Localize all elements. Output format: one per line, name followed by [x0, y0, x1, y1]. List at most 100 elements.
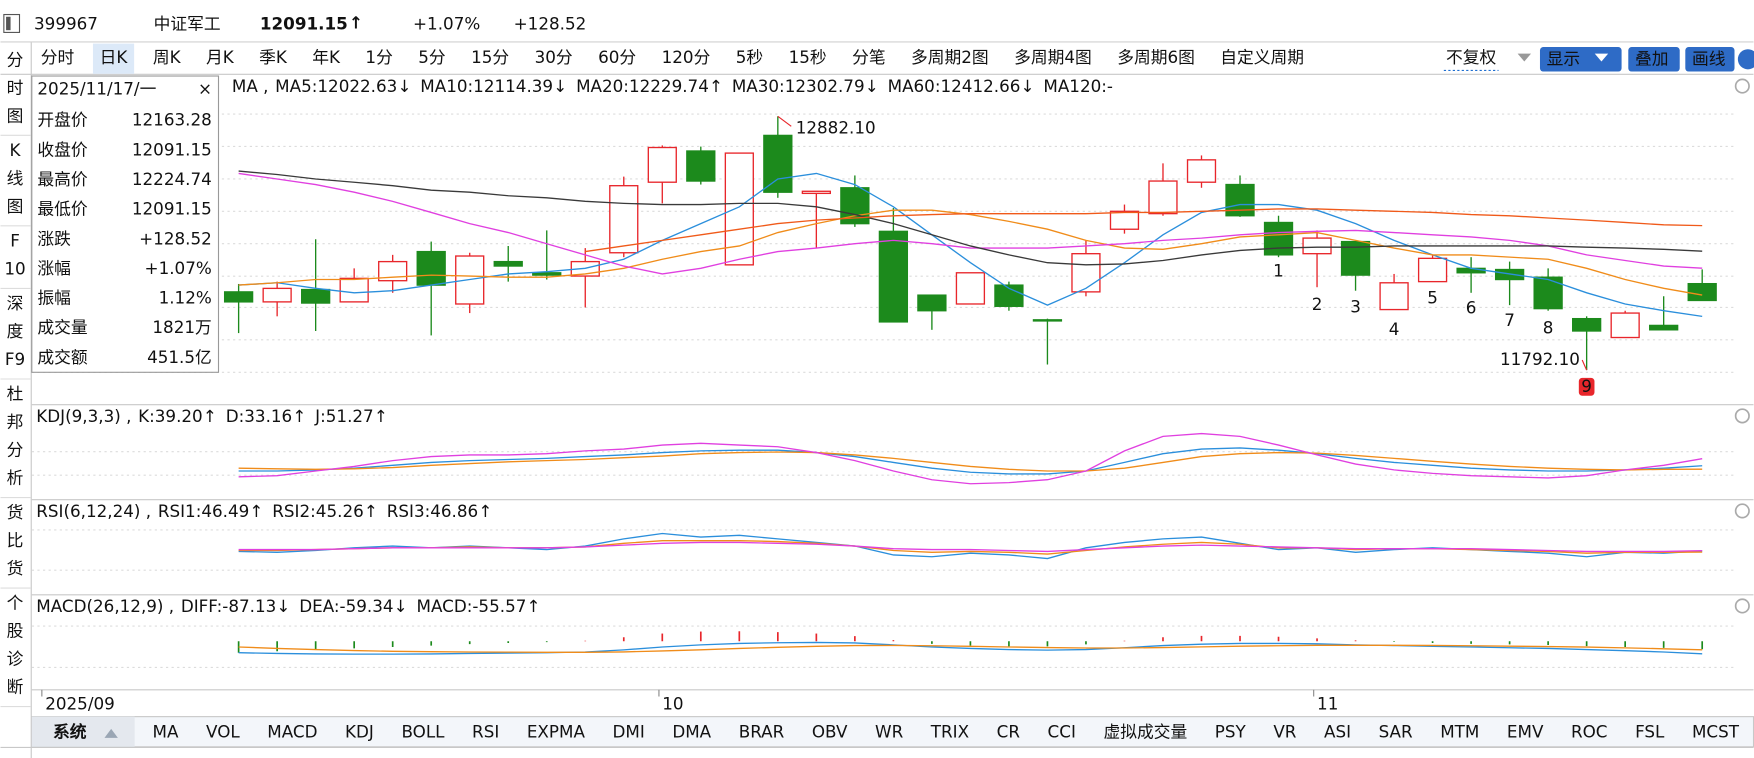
indicator-tab[interactable]: FSL — [1635, 721, 1665, 741]
legend-entry: MA10:12114.39↓ — [420, 76, 567, 96]
wave-label: 5 — [1427, 288, 1438, 308]
sidebar-text: 分 — [7, 440, 24, 460]
indicator-tab[interactable]: RSI — [472, 721, 499, 741]
indicator-tab[interactable]: SAR — [1379, 721, 1413, 741]
price-arrow: ↑ — [349, 12, 363, 32]
indicator-tab[interactable]: DMI — [612, 721, 644, 741]
candle-body — [301, 288, 331, 304]
period-tab[interactable]: 日K — [100, 47, 129, 67]
gear[interactable] — [1734, 598, 1750, 614]
candle-body — [801, 190, 831, 195]
sidebar-text: 诊 — [7, 649, 24, 669]
indicator-tab[interactable]: KDJ — [345, 721, 374, 741]
sidebar-text: 断 — [7, 677, 24, 697]
candle-body — [1417, 257, 1448, 283]
period-tab[interactable]: 15秒 — [789, 47, 827, 67]
indicator-tab[interactable]: BOLL — [401, 721, 445, 741]
gear[interactable] — [1734, 408, 1750, 424]
period-tab[interactable]: 自定义周期 — [1220, 47, 1304, 67]
menu-icon[interactable] — [3, 13, 21, 33]
candle-body — [647, 146, 677, 183]
indicator-tab[interactable]: MTM — [1440, 721, 1479, 741]
indicator-line — [238, 447, 1703, 475]
sidebar-text: 货 — [7, 502, 24, 522]
period-tab[interactable]: 多周期4图 — [1014, 47, 1092, 67]
indicator-tab[interactable]: 虚拟成交量 — [1103, 721, 1187, 741]
sidebar-item[interactable]: 货比货 — [7, 502, 24, 578]
toolbar-button-label: 画线 — [1692, 48, 1726, 68]
indicator-tab[interactable]: BRAR — [739, 721, 785, 741]
candle-body — [1263, 221, 1294, 256]
sidebar-item[interactable]: F 10 — [4, 230, 25, 278]
stock-name: 中证军工 — [154, 14, 221, 34]
period-tab[interactable]: 季K — [259, 47, 288, 67]
toolbar-button-label: 显示 — [1547, 48, 1581, 68]
wave-label: 7 — [1504, 310, 1515, 330]
period-tab[interactable]: 分笔 — [852, 47, 886, 67]
adjust-dropdown[interactable]: 不复权 — [1446, 47, 1497, 67]
toolbar-button[interactable] — [1539, 46, 1622, 72]
info-label: 成交额 — [37, 347, 88, 367]
candle-body — [339, 277, 369, 303]
wave-badge — [1578, 377, 1595, 396]
indicator-tab[interactable]: CR — [997, 721, 1021, 741]
indicator-tab[interactable]: OBV — [812, 721, 848, 741]
period-tab[interactable]: 周K — [153, 47, 182, 67]
indicator-tab[interactable]: MA — [153, 721, 179, 741]
candle-body — [262, 287, 292, 303]
extreme-leader — [1581, 359, 1588, 371]
legend-entry: K:39.20↑ — [138, 406, 217, 426]
period-tab[interactable]: 5分 — [418, 47, 446, 67]
toolbar-button[interactable] — [1628, 46, 1680, 72]
toolbar-button-label: 叠加 — [1635, 48, 1669, 68]
info-value: 12091.15 — [132, 139, 212, 159]
indicator-tab[interactable]: PSY — [1215, 721, 1247, 741]
wave-label: 6 — [1466, 298, 1477, 318]
indicator-tab[interactable]: CCI — [1048, 721, 1076, 741]
sidebar-text: 股 — [7, 621, 24, 641]
date-label: 11 — [1317, 693, 1338, 713]
period-tab[interactable]: 月K — [206, 47, 235, 67]
sidebar-item[interactable]: K线图 — [7, 140, 24, 216]
sidebar-item[interactable]: 深度 F9 — [5, 293, 25, 369]
toolbar-icon[interactable] — [1737, 49, 1754, 70]
indicator-tab[interactable]: EMV — [1507, 721, 1544, 741]
period-tab[interactable]: 年K — [312, 47, 341, 67]
toolbar-button[interactable] — [1685, 46, 1735, 72]
period-tab[interactable]: 120分 — [662, 47, 711, 67]
period-tab[interactable]: 60分 — [598, 47, 636, 67]
indicator-tab[interactable]: TRIX — [930, 721, 969, 741]
indicator-tab[interactable]: ASI — [1324, 721, 1351, 741]
period-tab[interactable]: 30分 — [535, 47, 573, 67]
period-tab[interactable]: 15分 — [471, 47, 509, 67]
candle-body — [416, 250, 446, 286]
period-tab[interactable]: 多周期2图 — [911, 47, 989, 67]
indicator-line — [238, 541, 1703, 553]
sidebar-item[interactable]: 分时图 — [7, 49, 24, 125]
indicator-title: MA , — [232, 76, 269, 96]
candle-body — [1148, 180, 1178, 215]
indicator-tab[interactable]: VOL — [206, 721, 240, 741]
gear[interactable] — [1734, 78, 1750, 94]
period-tab[interactable]: 分时 — [41, 47, 75, 67]
candle-body — [1109, 210, 1140, 230]
period-tab[interactable]: 多周期6图 — [1117, 47, 1195, 67]
dropdown-arrow — [1517, 53, 1532, 62]
gear[interactable] — [1734, 503, 1750, 519]
sidebar-text: F — [10, 230, 20, 250]
close-button[interactable]: × — [198, 78, 212, 98]
indicator-tab[interactable]: MACD — [267, 721, 317, 741]
info-label: 振幅 — [37, 288, 71, 308]
indicator-tab[interactable]: WR — [875, 721, 904, 741]
indicator-tab[interactable]: ROC — [1571, 721, 1608, 741]
period-tab[interactable]: 1分 — [365, 47, 393, 67]
period-tab[interactable]: 5秒 — [736, 47, 763, 67]
indicator-tab[interactable]: MCST — [1692, 721, 1740, 741]
indicator-tab[interactable]: EXPMA — [527, 721, 586, 741]
system-tab[interactable]: 系统 — [53, 721, 87, 741]
candle-body — [1456, 267, 1486, 274]
indicator-tab[interactable]: DMA — [672, 721, 711, 741]
indicator-tab[interactable]: VR — [1273, 721, 1296, 741]
